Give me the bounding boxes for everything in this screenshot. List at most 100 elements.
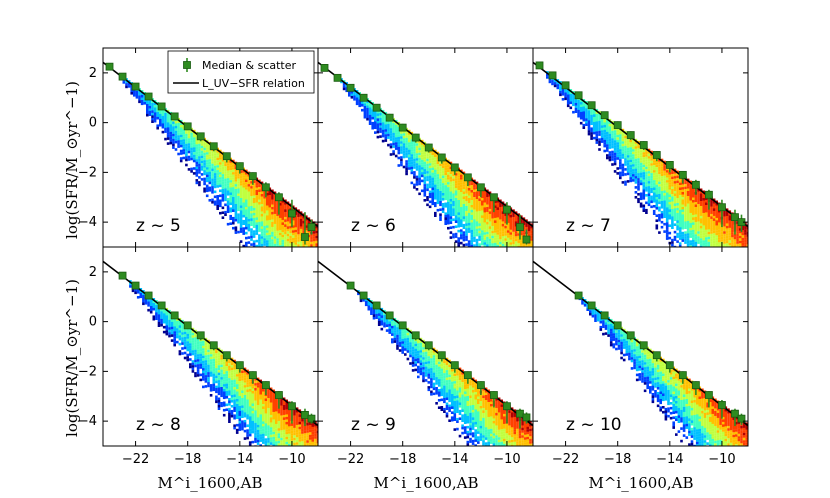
density-cell	[715, 237, 718, 241]
density-cell	[723, 241, 726, 244]
density-cell	[606, 129, 609, 132]
density-cell	[237, 201, 240, 204]
density-cell	[276, 240, 279, 244]
density-cell	[140, 92, 144, 96]
density-cell	[149, 308, 153, 311]
density-cell	[260, 231, 264, 234]
density-cell	[233, 387, 236, 390]
density-cell	[212, 383, 216, 387]
density-cell	[241, 368, 244, 371]
density-cell	[447, 197, 450, 200]
density-cell	[681, 187, 685, 190]
median-point	[476, 183, 485, 192]
density-cell	[652, 195, 656, 198]
density-cell	[246, 374, 249, 378]
density-cell	[645, 166, 648, 170]
density-cell	[204, 380, 208, 383]
density-cell	[371, 124, 374, 127]
density-cell	[203, 157, 206, 161]
density-cell	[212, 378, 216, 382]
density-cell	[553, 79, 557, 83]
density-cell	[200, 143, 204, 146]
density-cell	[488, 228, 492, 232]
density-cell	[170, 331, 174, 335]
density-cell	[225, 381, 229, 384]
density-cell	[265, 200, 269, 204]
density-cell	[205, 159, 209, 163]
density-cell	[271, 236, 274, 240]
density-cell	[420, 142, 424, 145]
density-cell	[705, 205, 708, 208]
density-cell	[281, 234, 285, 238]
density-cell	[527, 231, 531, 234]
density-cell	[239, 215, 243, 218]
density-cell	[480, 212, 484, 216]
density-cell	[616, 132, 619, 135]
density-cell	[198, 163, 201, 167]
density-cell	[493, 207, 497, 211]
density-cell	[172, 146, 175, 149]
density-cell	[202, 338, 205, 341]
density-cell	[585, 108, 588, 111]
density-cell	[465, 186, 468, 189]
density-cell	[221, 161, 225, 165]
density-cell	[665, 185, 669, 188]
density-cell	[475, 226, 479, 229]
density-cell	[624, 140, 627, 144]
density-cell	[645, 194, 648, 197]
density-cell	[493, 217, 497, 221]
density-cell	[219, 182, 222, 185]
density-cell	[271, 216, 274, 220]
density-cell	[397, 134, 401, 137]
density-cell	[473, 199, 476, 203]
density-cell	[634, 181, 638, 184]
density-cell	[161, 113, 165, 116]
density-cell	[256, 417, 260, 420]
density-cell	[475, 201, 479, 205]
density-cell	[250, 218, 253, 221]
density-cell	[436, 171, 440, 175]
density-cell	[224, 213, 227, 216]
density-cell	[178, 327, 182, 331]
density-cell	[264, 401, 268, 404]
density-cell	[606, 136, 609, 140]
density-cell	[229, 202, 232, 206]
density-cell	[256, 427, 260, 430]
density-cell	[252, 185, 256, 189]
density-cell	[634, 186, 638, 189]
density-cell	[447, 211, 450, 215]
density-cell	[212, 388, 216, 392]
density-cell	[172, 133, 175, 137]
density-cell	[284, 236, 287, 240]
density-cell	[291, 227, 295, 231]
density-cell	[271, 197, 274, 200]
density-cell	[496, 244, 500, 247]
density-cell	[658, 218, 661, 222]
density-cell	[245, 226, 248, 230]
density-cell	[652, 197, 656, 201]
density-cell	[200, 160, 204, 164]
density-cell	[731, 232, 734, 235]
density-cell	[381, 114, 385, 118]
density-cell	[183, 336, 187, 340]
density-cell	[629, 174, 632, 178]
density-cell	[203, 187, 206, 191]
density-cell	[294, 224, 298, 228]
density-cell	[245, 209, 248, 212]
median-point	[535, 61, 544, 70]
density-cell	[426, 151, 429, 154]
density-cell	[736, 241, 739, 244]
median-point	[346, 83, 355, 92]
density-cell	[252, 220, 256, 223]
density-cell	[248, 413, 252, 417]
density-cell	[252, 180, 256, 184]
density-cell	[198, 143, 201, 147]
density-cell	[389, 143, 393, 146]
density-cell	[613, 127, 617, 131]
density-cell	[723, 213, 726, 217]
density-cell	[652, 177, 656, 181]
density-cell	[186, 343, 189, 347]
density-cell	[473, 234, 476, 237]
density-cell	[252, 242, 256, 246]
density-cell	[561, 93, 565, 96]
